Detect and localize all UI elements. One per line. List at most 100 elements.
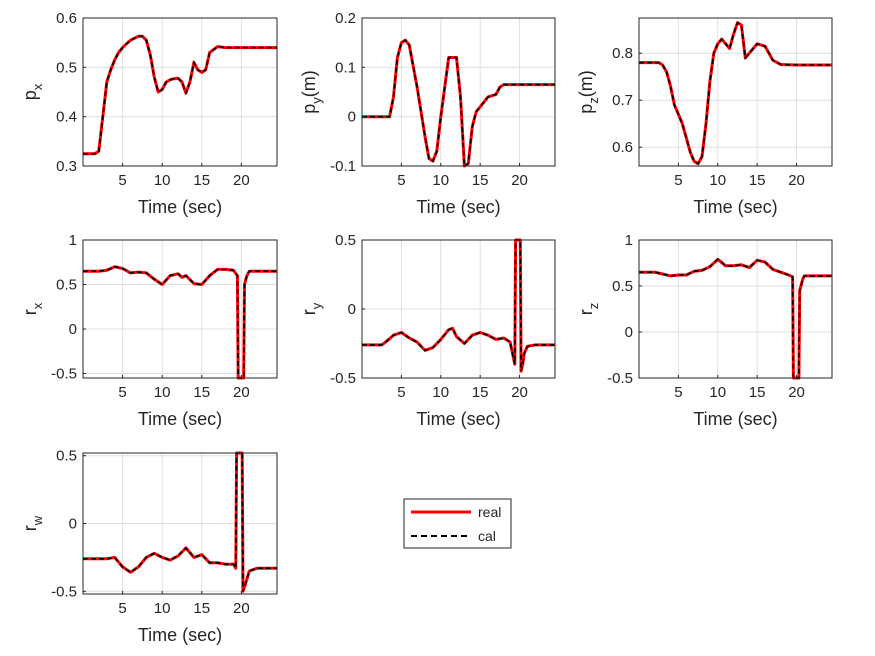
py-xtick-label-0: 5 (397, 172, 405, 189)
legend-box (403, 498, 512, 549)
ry-ytick-label-0: -0.5 (330, 370, 356, 387)
rx-xtick-label-0: 5 (118, 384, 126, 401)
pz-ytick-label-2: 0.8 (612, 45, 633, 62)
py-ylabel: py(m) (299, 70, 324, 114)
rw-ylabel-sub: w (30, 515, 45, 526)
rz-xtick-label-2: 15 (749, 384, 766, 401)
rx-xtick-label-2: 15 (193, 384, 210, 401)
px-ylabel: px (20, 83, 45, 100)
pz-xtick-label-1: 10 (709, 172, 726, 189)
ry-ytick-label-2: 0.5 (335, 232, 356, 249)
px-axes-box (82, 17, 278, 167)
px-ylabel-base: p (20, 90, 40, 100)
rw-ytick-label-2: 0.5 (56, 448, 77, 465)
rw-series-cal (83, 452, 277, 592)
pz-ylabel-sub: z (586, 97, 601, 104)
ry-ylabel-sub: y (309, 302, 324, 309)
ry-xtick-label-2: 15 (472, 384, 489, 401)
ry-series-cal (362, 239, 555, 372)
rx-ytick-label-3: 1 (69, 232, 77, 249)
py-xtick-label-1: 10 (432, 172, 449, 189)
rx-ytick-label-1: 0 (69, 321, 77, 338)
pz-xlabel: Time (sec) (693, 197, 777, 217)
py-ylabel-base: p (299, 104, 319, 114)
ry-xlabel: Time (sec) (416, 409, 500, 429)
py-xtick-label-3: 20 (511, 172, 528, 189)
rz-ylabel-base: r (576, 309, 596, 315)
ry-ylabel-base: r (299, 309, 319, 315)
panel-rx: 5 10 15 20 -0.5 0 0.5 1 Time (sec) rx (20, 232, 278, 429)
px-plot-area (83, 18, 277, 166)
legend-real-label: real (478, 504, 501, 520)
pz-xtick-label-3: 20 (788, 172, 805, 189)
rw-xtick-label-3: 20 (233, 600, 250, 617)
pz-plot-area (639, 18, 832, 166)
pz-axes-box (638, 17, 833, 167)
legend: real cal (403, 498, 512, 549)
legend-cal-label: cal (478, 528, 496, 544)
pz-ytick-label-0: 0.6 (612, 139, 633, 156)
py-xtick-label-2: 15 (472, 172, 489, 189)
rz-xtick-label-0: 5 (674, 384, 682, 401)
rz-ylabel-sub: z (586, 303, 601, 310)
ry-ytick-label-1: 0 (348, 301, 356, 318)
rz-plot-area (639, 240, 832, 378)
px-xtick-label-1: 10 (154, 172, 171, 189)
ry-xtick-label-3: 20 (511, 384, 528, 401)
py-ytick-label-0: -0.1 (330, 158, 356, 175)
px-xtick-label-3: 20 (233, 172, 250, 189)
rz-ytick-label-3: 1 (625, 232, 633, 249)
rx-ylabel-sub: x (30, 302, 45, 309)
rz-ytick-label-2: 0.5 (612, 278, 633, 295)
py-ylabel-sub: y (309, 97, 324, 104)
rx-ylabel-base: r (20, 309, 40, 315)
rz-ytick-label-0: -0.5 (607, 370, 633, 387)
py-ytick-label-1: 0 (348, 109, 356, 126)
rw-xtick-label-1: 10 (154, 600, 171, 617)
rw-ytick-label-1: 0 (69, 516, 77, 533)
rx-xtick-label-3: 20 (233, 384, 250, 401)
px-xlabel: Time (sec) (138, 197, 222, 217)
px-ytick-label-0: 0.3 (56, 158, 77, 175)
panel-px: 5 10 15 20 0.3 0.4 0.5 0.6 Time (sec) px (20, 10, 278, 217)
rx-ytick-label-0: -0.5 (51, 366, 77, 383)
rz-xtick-label-3: 20 (788, 384, 805, 401)
py-ytick-label-3: 0.2 (335, 10, 356, 27)
rw-ylabel-base: r (20, 525, 40, 531)
rx-plot-area (83, 240, 277, 378)
rz-series-cal (639, 258, 832, 379)
pz-ylabel: pz(m) (576, 70, 601, 114)
py-ytick-label-2: 0.1 (335, 59, 356, 76)
rx-xtick-label-1: 10 (154, 384, 171, 401)
py-xlabel: Time (sec) (416, 197, 500, 217)
pz-ylabel-base: p (576, 104, 596, 114)
py-axes-box (361, 17, 556, 167)
ry-ylabel: ry (299, 302, 324, 315)
panel-rz: 5 10 15 20 -0.5 0 0.5 1 Time (sec) rz (576, 232, 833, 429)
pz-xtick-label-2: 15 (749, 172, 766, 189)
pz-xtick-label-0: 5 (674, 172, 682, 189)
rz-ylabel: rz (576, 303, 601, 316)
panel-rw: 5 10 15 20 -0.5 0 0.5 Time (sec) rw (20, 448, 278, 645)
rx-ylabel: rx (20, 302, 45, 315)
rx-series-cal (83, 265, 277, 379)
px-ytick-label-1: 0.4 (56, 109, 77, 126)
panel-py: 5 10 15 20 -0.1 0 0.1 0.2 Time (sec) py(m) (299, 10, 556, 217)
pz-ytick-label-1: 0.7 (612, 92, 633, 109)
rz-xtick-label-1: 10 (709, 384, 726, 401)
px-ylabel-sub: x (30, 83, 45, 90)
px-ytick-label-2: 0.5 (56, 59, 77, 76)
px-xtick-label-0: 5 (118, 172, 126, 189)
px-series-cal (83, 35, 277, 155)
py-series-cal (362, 39, 555, 168)
px-xtick-label-2: 15 (193, 172, 210, 189)
rw-ytick-label-0: -0.5 (51, 583, 77, 600)
px-ytick-label-3: 0.6 (56, 10, 77, 27)
rw-ylabel: rw (20, 515, 45, 531)
rw-xtick-label-2: 15 (193, 600, 210, 617)
rz-ytick-label-1: 0 (625, 324, 633, 341)
py-ylabel-unit: (m) (299, 70, 319, 97)
panel-ry: 5 10 15 20 -0.5 0 0.5 Time (sec) ry (299, 232, 556, 429)
ry-xtick-label-0: 5 (397, 384, 405, 401)
